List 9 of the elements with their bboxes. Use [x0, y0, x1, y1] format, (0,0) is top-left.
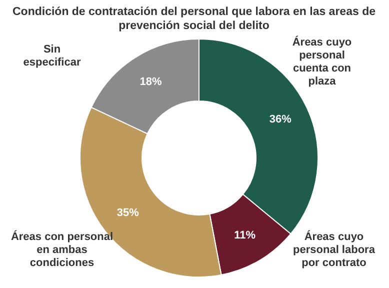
data-label: 35%	[116, 207, 140, 220]
slice-label: Áreas cuyo personal labora por contrato	[293, 230, 376, 269]
slice-label: Áreas con personal en ambas condiciones	[10, 230, 114, 269]
slice-label: Sin especificar	[23, 44, 82, 68]
data-label: 36%	[269, 114, 292, 126]
slice-label: Áreas cuyo personal cuenta con plaza	[292, 36, 352, 88]
data-label: 11%	[234, 229, 256, 242]
data-label: 18%	[140, 76, 162, 88]
chart-title: Condición de contratación del personal que labora en las areas de prevención social del delito	[12, 6, 376, 32]
